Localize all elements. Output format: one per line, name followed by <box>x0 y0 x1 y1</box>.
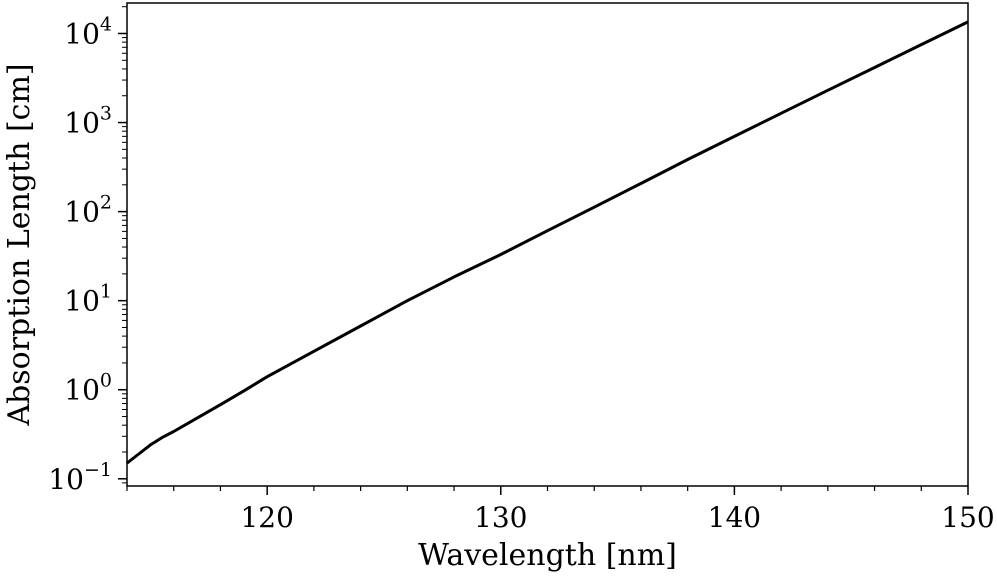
y-tick-label: 102 <box>64 192 112 229</box>
y-axis-label: Absorption Length [cm] <box>2 63 37 426</box>
y-tick-label: 101 <box>64 281 112 318</box>
plot-frame <box>126 2 969 487</box>
y-axis-ticks: 10−1 100 101 102 103 104 <box>48 6 127 496</box>
y-tick-label: 100 <box>64 370 112 407</box>
x-axis-ticks: 120 130 140 150 <box>126 486 995 534</box>
x-tick-label: 130 <box>474 501 527 534</box>
x-axis-label: Wavelength [nm] <box>418 538 677 573</box>
x-tick-label: 140 <box>708 501 761 534</box>
x-tick-label: 120 <box>240 501 293 534</box>
y-tick-label: 104 <box>64 13 112 50</box>
series-line-absorption-length <box>126 20 969 465</box>
plot-area <box>126 20 969 465</box>
y-tick-label: 103 <box>64 103 112 140</box>
x-tick-label: 150 <box>941 501 994 534</box>
y-tick-label: 10−1 <box>48 459 112 496</box>
